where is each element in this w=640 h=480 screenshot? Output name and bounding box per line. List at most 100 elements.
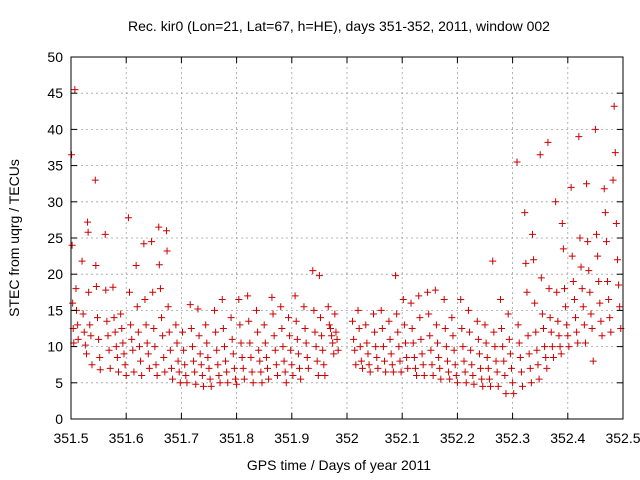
- data-point: [222, 357, 230, 365]
- data-point: [196, 350, 204, 358]
- data-point: [420, 372, 428, 380]
- data-point: [521, 209, 529, 217]
- data-point: [198, 372, 206, 380]
- data-point: [112, 343, 120, 351]
- data-point: [489, 257, 497, 265]
- data-point: [559, 245, 567, 253]
- data-point: [286, 332, 294, 340]
- data-point: [437, 375, 445, 383]
- data-point: [378, 325, 386, 332]
- data-point: [284, 314, 292, 322]
- data-point: [543, 364, 551, 372]
- grid-lines: [71, 57, 623, 419]
- y-tick-label: 45: [47, 85, 63, 101]
- chart-title: Rec. kir0 (Lon=21, Lat=67, h=HE), days 3…: [128, 18, 550, 34]
- data-point: [417, 335, 425, 343]
- data-point: [219, 325, 227, 332]
- data-point: [118, 325, 126, 332]
- data-point: [96, 353, 104, 361]
- data-point: [197, 361, 205, 369]
- data-point: [122, 372, 130, 380]
- data-point: [602, 238, 610, 246]
- data-point: [546, 314, 554, 322]
- data-point: [300, 303, 308, 311]
- data-point: [88, 361, 96, 369]
- data-point: [493, 368, 501, 376]
- data-point: [425, 310, 433, 318]
- data-point: [605, 296, 613, 304]
- data-point: [110, 314, 118, 322]
- data-point: [448, 314, 456, 322]
- data-point: [227, 314, 235, 322]
- data-point: [324, 303, 332, 311]
- data-point: [256, 357, 264, 365]
- data-point: [534, 361, 542, 369]
- data-point: [213, 346, 221, 354]
- data-point: [105, 346, 113, 354]
- data-point: [374, 364, 382, 372]
- data-point: [402, 339, 410, 347]
- data-point: [246, 339, 254, 347]
- data-point: [315, 272, 323, 280]
- x-axis-label: GPS time / Days of year 2011: [247, 457, 431, 473]
- data-point: [553, 288, 561, 296]
- data-point: [151, 343, 159, 351]
- data-point: [596, 299, 604, 307]
- data-point: [564, 332, 572, 340]
- data-point: [395, 343, 403, 351]
- data-point: [484, 364, 492, 372]
- data-point: [169, 375, 177, 383]
- data-point: [540, 325, 548, 332]
- data-point: [314, 372, 322, 380]
- data-point: [478, 375, 486, 383]
- data-point: [427, 346, 435, 354]
- data-point: [379, 343, 387, 351]
- data-point: [570, 296, 578, 304]
- data-point: [441, 325, 449, 332]
- data-point: [507, 364, 515, 372]
- data-point: [121, 361, 129, 369]
- data-point: [567, 183, 575, 191]
- data-point: [130, 368, 138, 376]
- data-point: [254, 328, 262, 336]
- data-point: [273, 372, 281, 380]
- x-tick-label: 351.5: [53, 430, 88, 446]
- data-point: [607, 328, 615, 336]
- data-point: [523, 288, 531, 296]
- data-points: [68, 86, 625, 398]
- data-point: [280, 357, 288, 365]
- data-point: [309, 267, 317, 275]
- data-point: [152, 361, 160, 369]
- data-point: [481, 321, 489, 329]
- data-point: [215, 372, 223, 380]
- data-point: [310, 306, 318, 314]
- x-tick-label: 352.5: [605, 430, 640, 446]
- data-point: [71, 86, 79, 94]
- data-point: [277, 303, 285, 311]
- data-point: [506, 350, 514, 358]
- data-point: [362, 321, 370, 329]
- data-point: [429, 372, 437, 380]
- data-point: [388, 361, 396, 369]
- data-point: [294, 350, 302, 358]
- data-point: [236, 321, 244, 329]
- data-point: [95, 335, 103, 343]
- data-point: [174, 357, 182, 365]
- data-point: [148, 238, 156, 246]
- data-point: [230, 364, 238, 372]
- data-point: [473, 317, 481, 325]
- data-point: [394, 328, 402, 336]
- data-point: [613, 256, 621, 264]
- data-point: [396, 357, 404, 365]
- data-point: [443, 357, 451, 365]
- data-point: [519, 382, 527, 390]
- data-point: [468, 361, 476, 369]
- data-point: [297, 375, 305, 383]
- y-tick-label: 50: [47, 49, 63, 65]
- data-point: [96, 366, 104, 374]
- data-point: [545, 285, 553, 293]
- data-point: [68, 241, 76, 249]
- data-point: [547, 328, 555, 336]
- data-point: [291, 292, 299, 300]
